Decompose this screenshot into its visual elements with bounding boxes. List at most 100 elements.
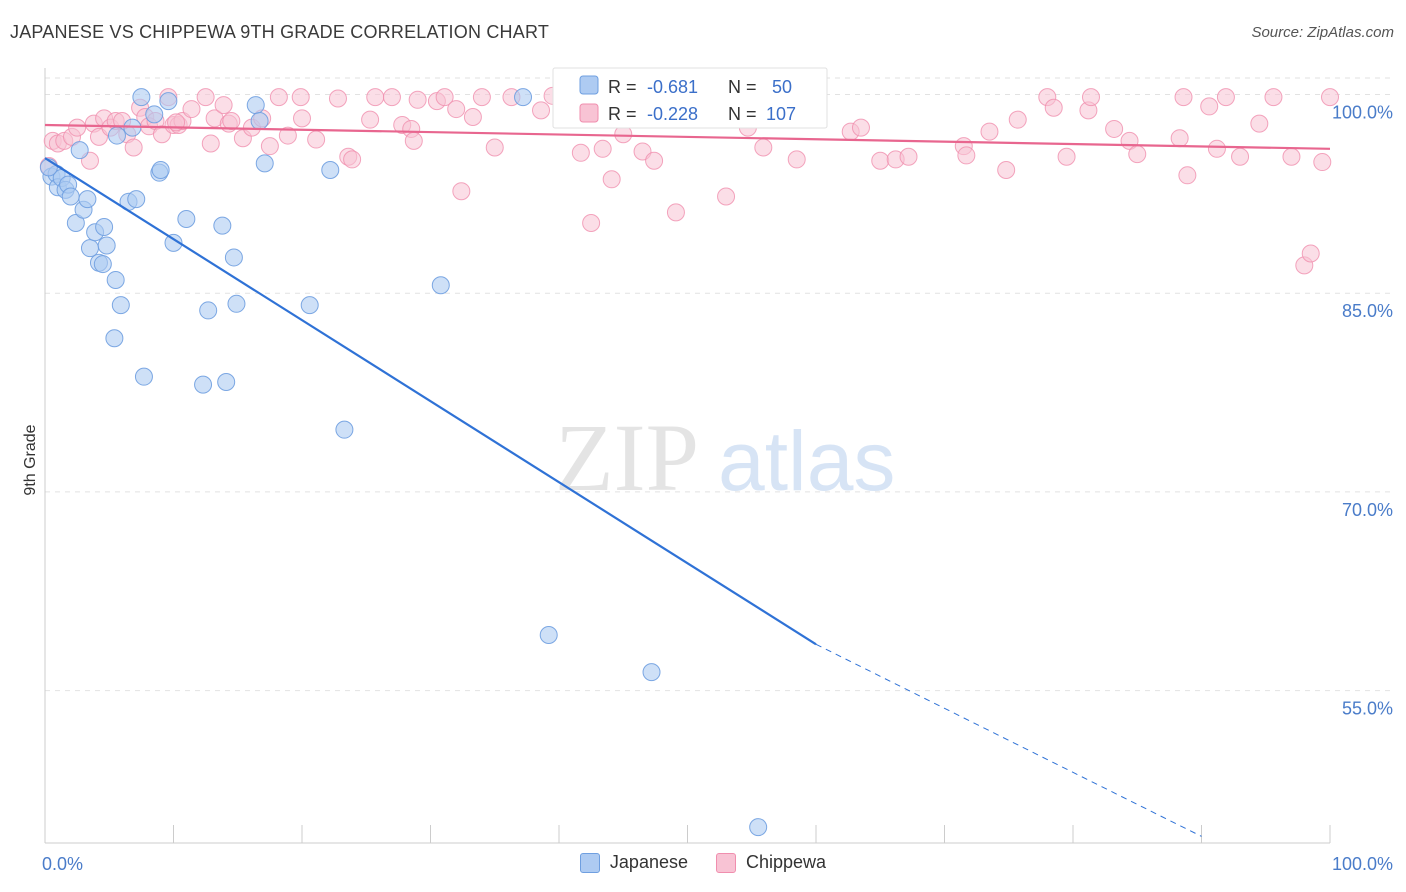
japanese-trend-extension	[815, 643, 1202, 837]
chippewa-point	[214, 96, 233, 115]
chippewa-point	[366, 88, 385, 107]
japanese-point	[151, 161, 170, 180]
chippewa-point	[1174, 88, 1193, 107]
chippewa-point	[602, 170, 621, 189]
chippewa-point	[293, 109, 311, 128]
legend-n-value-chippewa: 107	[766, 104, 796, 124]
chippewa-point	[361, 110, 380, 129]
tick-labels: 55.0% 70.0% 85.0% 100.0% 0.0% 100.0%	[42, 102, 1393, 874]
y-axis-label: 9th Grade	[22, 424, 39, 495]
legend-r-label-japanese: R =	[608, 77, 637, 97]
stats-legend: R = -0.681 N = 50 R = -0.228 N = 107	[552, 67, 828, 129]
chippewa-point	[571, 143, 590, 162]
legend-r-value-japanese: -0.681	[647, 77, 698, 97]
chippewa-point	[278, 126, 297, 145]
legend-item-japanese: Japanese	[579, 852, 688, 873]
legend-n-label-chippewa: N =	[728, 104, 757, 124]
japanese-point	[246, 96, 265, 115]
chippewa-point	[269, 88, 288, 107]
chippewa-point	[1250, 114, 1269, 133]
japanese-point	[95, 217, 114, 236]
chippewa-point	[68, 118, 87, 137]
japanese-point	[431, 276, 450, 295]
chippewa-point	[182, 100, 201, 119]
chippewa-point	[645, 151, 664, 170]
japanese-point	[111, 296, 130, 315]
legend-r-value-chippewa: -0.228	[647, 104, 698, 124]
chippewa-point	[1313, 153, 1332, 172]
legend-r-label-chippewa: R =	[608, 104, 637, 124]
japanese-point	[217, 372, 236, 391]
chippewa-point	[532, 101, 551, 120]
legend-n-label-japanese: N =	[728, 77, 757, 97]
chippewa-point	[404, 131, 423, 150]
chippewa-point	[222, 111, 241, 130]
chippewa-point	[1200, 97, 1219, 116]
japanese-point	[199, 301, 218, 320]
japanese-trend-line	[44, 157, 817, 646]
chippewa-point	[447, 100, 466, 119]
legend-n-value-japanese: 50	[772, 77, 792, 97]
japanese-point	[227, 294, 246, 313]
japanese-point	[250, 111, 269, 130]
chippewa-point	[463, 108, 482, 127]
japanese-point	[106, 270, 125, 289]
chippewa-point	[201, 134, 220, 153]
series-japanese-points	[39, 88, 768, 837]
chippewa-point	[1105, 119, 1124, 138]
japanese-point	[321, 161, 340, 180]
chippewa-point	[582, 214, 601, 232]
chippewa-point	[260, 137, 279, 156]
chippewa-point	[666, 203, 685, 222]
chippewa-point	[717, 187, 736, 206]
chippewa-point	[1081, 88, 1100, 107]
chippewa-point	[1264, 88, 1283, 107]
y-tick-label: 70.0%	[1342, 500, 1393, 520]
japanese-point	[514, 88, 533, 107]
japanese-point	[213, 216, 232, 235]
chippewa-point	[1178, 166, 1197, 185]
chippewa-point	[1128, 145, 1147, 164]
chippewa-point	[452, 182, 471, 201]
chippewa-point	[343, 150, 362, 169]
japanese-point	[127, 190, 146, 209]
chippewa-point	[328, 89, 347, 108]
legend-swatch-japanese-bottom	[579, 852, 600, 873]
japanese-point	[97, 236, 116, 255]
japanese-point	[145, 105, 164, 124]
chippewa-point	[957, 146, 976, 165]
axes	[44, 68, 1331, 844]
chippewa-point	[1231, 147, 1250, 166]
chippewa-trend-line	[44, 123, 1331, 150]
chippewa-point	[997, 161, 1016, 180]
chippewa-point	[435, 88, 454, 107]
japanese-point	[224, 248, 243, 267]
chippewa-point	[382, 88, 401, 107]
chippewa-point	[291, 88, 310, 107]
legend-swatch-chippewa	[579, 103, 599, 123]
chippewa-point	[1301, 244, 1320, 263]
x-tick-label-max: 100.0%	[1332, 854, 1393, 874]
chippewa-point	[472, 88, 491, 107]
chippewa-point	[871, 151, 890, 170]
japanese-point	[132, 88, 151, 107]
japanese-point	[134, 367, 153, 386]
chippewa-point	[1057, 147, 1076, 166]
watermark-atlas: atlas	[718, 414, 895, 508]
y-tick-label: 100.0%	[1332, 102, 1393, 122]
japanese-point	[107, 126, 126, 145]
chippewa-point	[980, 122, 999, 141]
japanese-point	[61, 187, 80, 206]
series-legend: Japanese Chippewa	[0, 852, 1406, 873]
chippewa-point	[1170, 129, 1189, 148]
legend-swatch-chippewa-bottom	[716, 852, 736, 873]
japanese-point	[80, 239, 99, 258]
chippewa-point	[593, 139, 612, 158]
legend-item-chippewa: Chippewa	[716, 852, 826, 873]
japanese-point	[70, 141, 89, 160]
chippewa-point	[196, 88, 215, 107]
japanese-point	[300, 296, 319, 315]
trend-lines	[44, 123, 1331, 837]
japanese-point	[255, 154, 274, 173]
japanese-point	[642, 663, 661, 682]
